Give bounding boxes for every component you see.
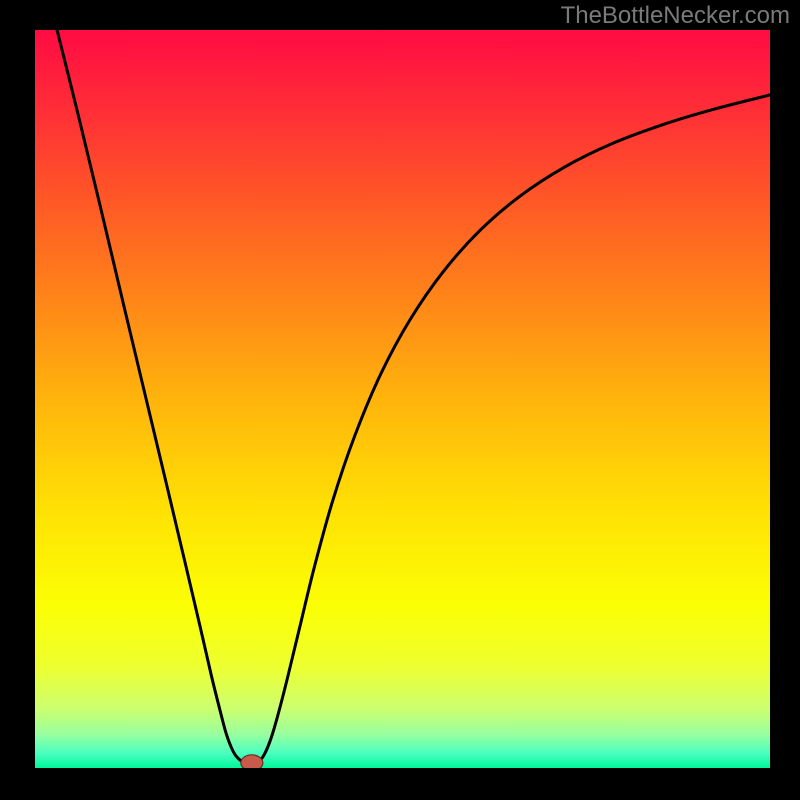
plot-area	[35, 30, 770, 768]
chart-svg	[35, 30, 770, 768]
optimal-point-marker	[241, 755, 263, 768]
bottleneck-curve	[57, 30, 770, 764]
watermark-text: TheBottleNecker.com	[561, 2, 790, 30]
